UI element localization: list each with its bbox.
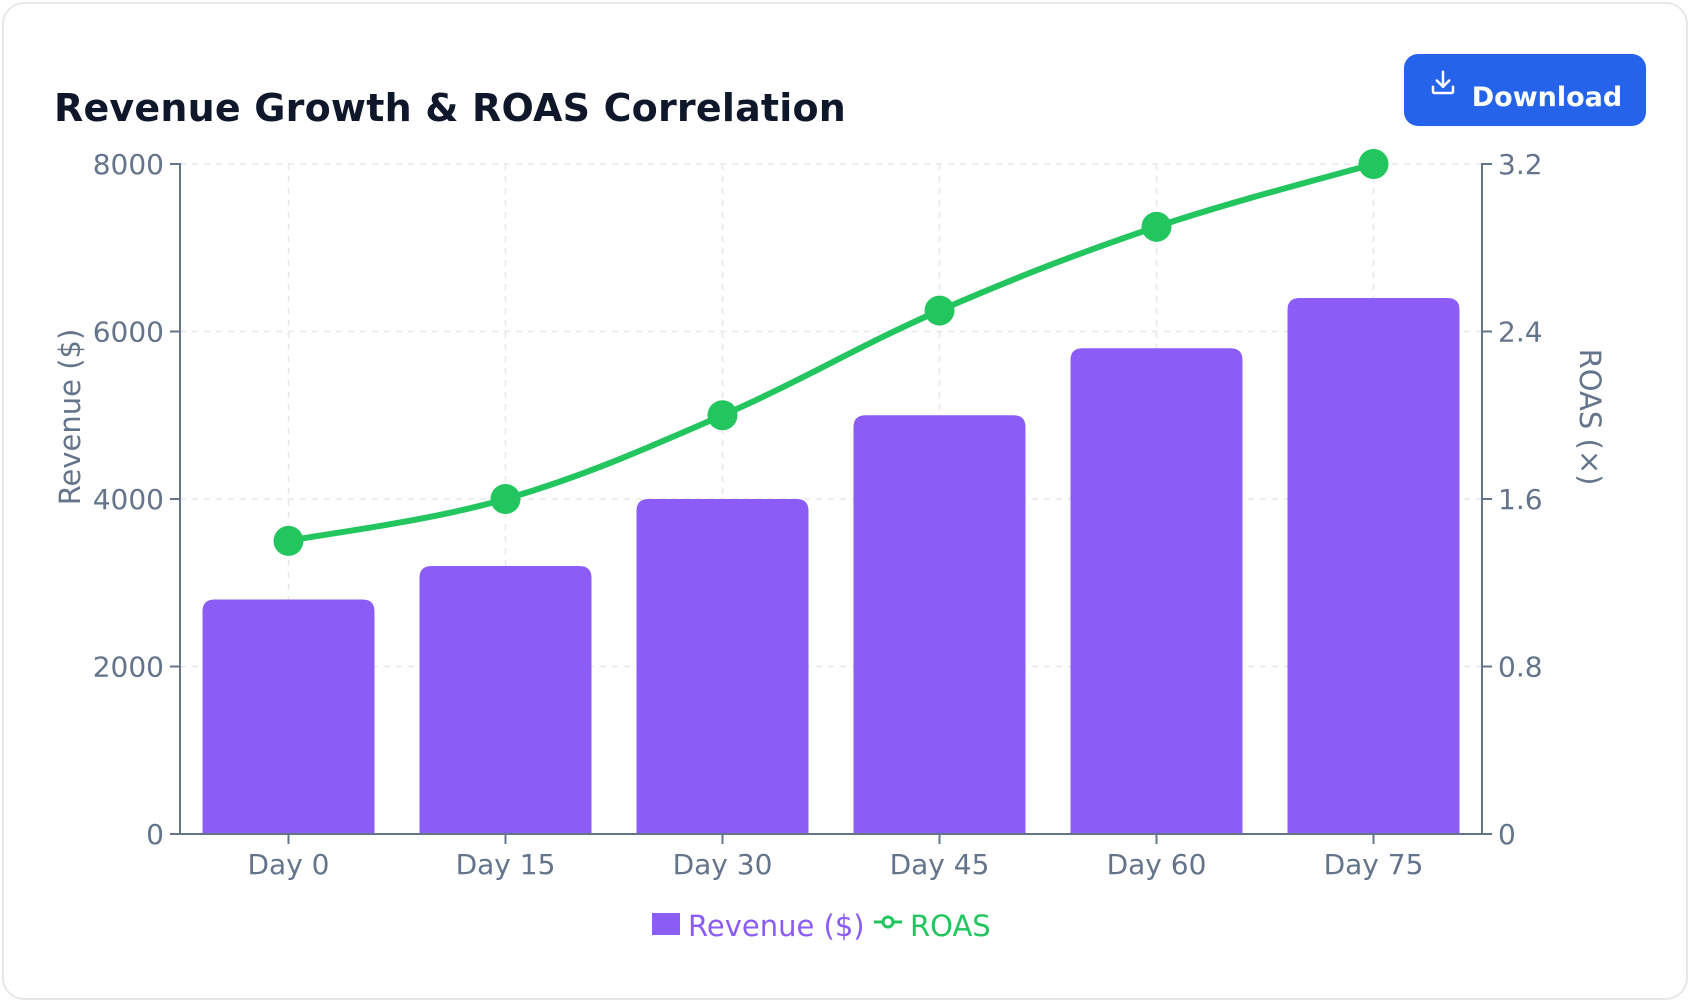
y-left-axis-title: Revenue ($): [53, 329, 87, 506]
line-point: [924, 295, 955, 326]
axes: 0 2000 4000 6000 8000 0 0.8 1.6 2.4 3.2 Day 0 Day 1…: [53, 148, 1607, 881]
y-left-tick-label: 6000: [93, 316, 164, 349]
line-point: [490, 484, 521, 514]
x-tick-label: Day 30: [673, 848, 773, 881]
legend-label-revenue: Revenue ($): [688, 909, 865, 943]
legend: Revenue ($) ROAS: [652, 909, 991, 943]
line-point: [1141, 211, 1172, 242]
y-right-tick-label: 1.6: [1498, 483, 1543, 516]
download-icon: [1431, 70, 1454, 95]
y-right-tick-label: 3.2: [1498, 148, 1543, 181]
bar: [636, 499, 809, 834]
y-right-tick-label: 0.8: [1498, 651, 1543, 684]
y-right-axis-title: ROAS (×): [1573, 349, 1607, 486]
x-tick-label: Day 75: [1324, 848, 1424, 881]
y-left-tick-label: 0: [146, 818, 164, 851]
roas-line: [285, 161, 1377, 544]
grid: [180, 163, 1482, 834]
line-point: [1358, 149, 1389, 179]
line-point: [273, 525, 304, 556]
x-tick-label: Day 15: [456, 848, 556, 881]
x-tick-label: Day 45: [890, 848, 990, 881]
x-tick-label: Day 60: [1107, 848, 1207, 881]
bar-series: [202, 298, 1460, 834]
legend-swatch-revenue: [652, 913, 680, 935]
legend-swatch-roas-marker: [881, 915, 895, 929]
y-right-tick-label: 2.4: [1498, 316, 1543, 349]
bar: [853, 415, 1026, 834]
y-left-tick-label: 4000: [93, 483, 164, 516]
y-left-tick-label: 8000: [93, 148, 164, 181]
y-right-tick-label: 0: [1498, 818, 1516, 851]
bar: [1287, 298, 1460, 834]
line-series: [273, 149, 1389, 556]
chart-title: Revenue Growth & ROAS Correlation: [54, 86, 847, 130]
legend-label-roas: ROAS: [910, 909, 991, 943]
y-left-tick-label: 2000: [93, 651, 164, 684]
bar: [202, 599, 375, 834]
bar: [419, 566, 592, 834]
download-label: Download: [1471, 81, 1623, 113]
download-button[interactable]: Download: [1404, 54, 1646, 126]
bar: [1070, 348, 1243, 834]
line-point: [707, 400, 738, 431]
x-tick-label: Day 0: [247, 848, 329, 881]
